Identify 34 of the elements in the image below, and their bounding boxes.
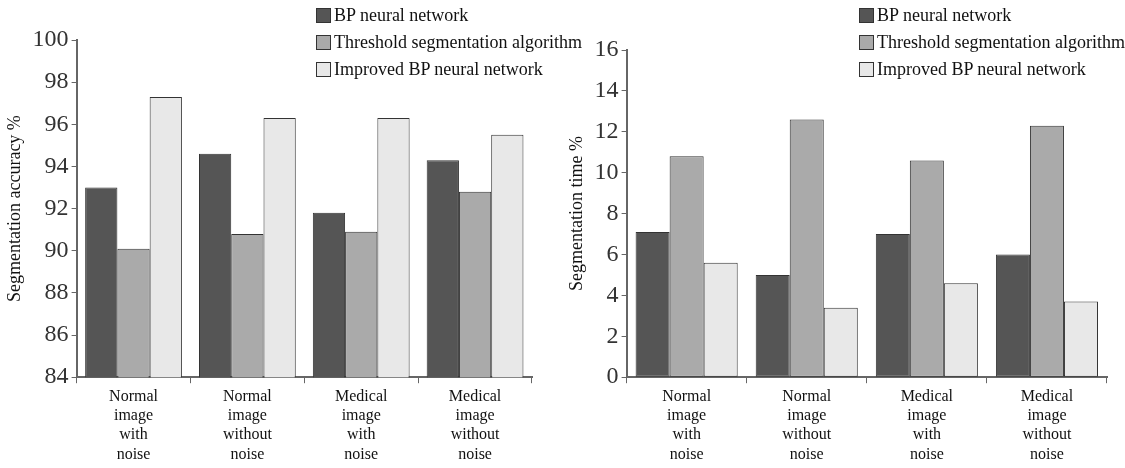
y-tick-label: 98 bbox=[44, 67, 69, 94]
y-tick-label: 92 bbox=[44, 193, 69, 220]
y-tick-label: 90 bbox=[44, 236, 69, 263]
legend-label: Threshold segmentation algorithm bbox=[334, 31, 582, 54]
y-tick-label: 6 bbox=[606, 239, 619, 266]
legend-label: Threshold segmentation algorithm bbox=[877, 31, 1125, 54]
y-axis-title: Segmentation accuracy % bbox=[3, 115, 24, 303]
legend-label: Improved BP neural network bbox=[334, 58, 543, 81]
y-tick-label: 8 bbox=[606, 198, 619, 225]
x-tick-label: Normal image with noise bbox=[109, 387, 159, 462]
legend-label: Improved BP neural network bbox=[877, 58, 1086, 81]
y-tick-label: 14 bbox=[594, 76, 619, 103]
x-tick-label: Medical image with noise bbox=[335, 387, 388, 462]
y-tick-label: 94 bbox=[44, 151, 69, 178]
y-axis-title: Segmentation time % bbox=[565, 136, 586, 292]
y-tick-label: 0 bbox=[606, 362, 619, 389]
y-tick-label: 100 bbox=[32, 25, 69, 52]
legend-label: BP neural network bbox=[877, 4, 1012, 27]
x-tick-label: Medical image without noise bbox=[448, 387, 502, 462]
y-tick-label: 4 bbox=[606, 280, 619, 307]
y-tick-label: 10 bbox=[594, 158, 619, 184]
x-tick-label: Normal image without noise bbox=[222, 387, 273, 462]
x-tick-label: Medical image without noise bbox=[1020, 387, 1074, 462]
y-tick-label: 96 bbox=[44, 109, 69, 136]
y-tick-label: 12 bbox=[594, 117, 619, 144]
y-tick-label: 2 bbox=[606, 321, 619, 348]
x-tick-label: Normal image with noise bbox=[662, 387, 712, 462]
y-tick-label: 88 bbox=[44, 278, 69, 305]
y-tick-label: 16 bbox=[594, 35, 619, 62]
y-tick-label: 84 bbox=[44, 362, 69, 389]
legend-label: BP neural network bbox=[334, 4, 469, 27]
y-tick-label: 86 bbox=[44, 320, 69, 347]
x-tick-label: Normal image without noise bbox=[782, 387, 832, 462]
x-tick-label: Medical image with noise bbox=[900, 387, 954, 462]
